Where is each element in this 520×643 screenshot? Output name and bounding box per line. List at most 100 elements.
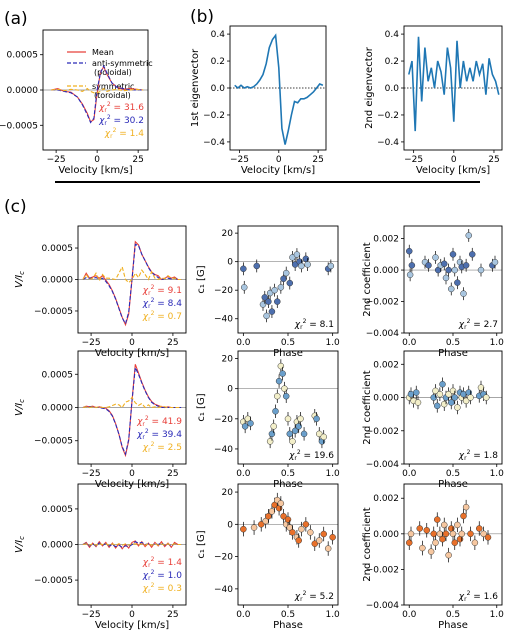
- y-tick-label: −0.0005: [34, 307, 73, 317]
- y-tick-label: 0.000: [373, 394, 399, 404]
- y-tick-label: 0: [227, 385, 233, 395]
- axes-frame: [403, 350, 503, 465]
- data-point: [304, 261, 311, 268]
- x-tick-label: 25: [312, 155, 323, 165]
- chi-label: χr2 = 5.2: [294, 590, 334, 603]
- x-tick-label: 25: [488, 155, 499, 165]
- data-point: [476, 525, 483, 532]
- x-tick-label: −25: [230, 155, 249, 165]
- y-tick-label: −0.002: [366, 565, 399, 575]
- x-tick-label: 0: [129, 610, 135, 620]
- data-point: [291, 427, 299, 435]
- data-point: [263, 312, 270, 320]
- x-axis-label: Velocity [km/s]: [416, 165, 490, 176]
- data-point: [265, 513, 272, 520]
- x-tick-label: 0.5: [446, 469, 460, 479]
- data-point: [465, 232, 472, 239]
- axes-frame: [237, 483, 339, 606]
- y-tick-label: 0.0000: [7, 86, 39, 96]
- data-point: [300, 430, 308, 438]
- y-tick-label: 20: [222, 229, 234, 239]
- data-point: [406, 539, 413, 546]
- data-point: [268, 308, 276, 315]
- data-point: [282, 269, 290, 277]
- y-tick-label: 0.0005: [7, 51, 39, 61]
- eigenvector-line: [408, 36, 500, 132]
- y-axis-label: V/Ic: [14, 536, 26, 553]
- data-point: [458, 530, 465, 538]
- y-axis-label: 2nd coefficient: [362, 507, 373, 581]
- x-tick-label: 1.0: [325, 338, 340, 348]
- data-point: [442, 274, 450, 282]
- chi-label: χr2 = 1.6: [458, 590, 498, 603]
- data-point: [279, 370, 286, 377]
- chi-label: χr2 = 1.8: [458, 449, 498, 462]
- x-axis-label: Phase: [438, 479, 468, 490]
- data-point: [432, 539, 439, 546]
- data-point: [432, 254, 439, 261]
- data-point: [432, 387, 439, 395]
- data-point: [274, 392, 281, 400]
- data-point: [434, 516, 441, 523]
- data-point: [441, 521, 448, 529]
- y-tick-label: 20: [222, 488, 234, 498]
- x-tick-label: 0.5: [281, 469, 295, 479]
- data-point: [297, 415, 304, 423]
- x-tick-label: 1.0: [490, 610, 505, 620]
- x-tick-label: 25: [167, 338, 178, 348]
- data-point: [275, 377, 283, 385]
- chart-c2-c1: 0.0 0.5 1.0 −40 −20 0 20 Phase c₁ [G] χr2 = 19.6: [196, 350, 340, 490]
- y-tick-label: 0.002: [373, 360, 399, 370]
- y-tick-label: −0.4: [377, 138, 399, 148]
- x-tick-label: 0.5: [281, 610, 295, 620]
- data-point: [491, 258, 499, 266]
- y-axis-label: c₁ [G]: [196, 530, 207, 558]
- data-point: [448, 285, 455, 293]
- y-tick-label: 0.0005: [42, 370, 74, 380]
- data-point: [416, 525, 423, 532]
- y-tick-label: −0.004: [366, 601, 400, 611]
- x-axis-label: Phase: [273, 348, 303, 359]
- data-point: [320, 433, 327, 441]
- x-tick-label: 0.5: [446, 610, 460, 620]
- data-point: [408, 262, 416, 269]
- series-line-sym: [82, 396, 182, 409]
- data-point: [241, 423, 249, 430]
- x-tick-label: −25: [82, 338, 101, 348]
- data-point: [445, 390, 452, 398]
- y-axis-label: 2nd coefficient: [362, 242, 373, 316]
- chart-c3-c2: 0.0 0.5 1.0 −0.004 −0.002 0.000 0.002 Phase 2nd …: [362, 483, 505, 631]
- data-point: [265, 298, 272, 305]
- eigenvector-line: [234, 33, 324, 145]
- y-axis-label: 1st eigenvector: [190, 48, 201, 127]
- chi-label: χr2 = 9.1: [142, 284, 182, 297]
- data-point: [253, 262, 260, 270]
- data-point: [436, 530, 444, 538]
- data-point: [462, 262, 470, 269]
- y-tick-label: −20: [214, 286, 233, 296]
- x-tick-label: −25: [404, 155, 423, 165]
- data-point: [462, 503, 470, 511]
- x-axis-label: Velocity [km/s]: [95, 348, 169, 359]
- data-point: [286, 430, 294, 438]
- series-line-mean: [82, 540, 182, 550]
- data-point: [327, 262, 335, 270]
- data-point: [271, 286, 278, 294]
- y-tick-label: −0.002: [366, 298, 399, 308]
- data-point: [240, 525, 247, 533]
- data-point: [286, 279, 294, 287]
- data-point: [289, 438, 296, 445]
- data-point: [324, 545, 332, 552]
- chart-a: −25 0 25 −0.0005 0.0000 0.0005 Velocity [km/s]…: [0, 29, 149, 176]
- data-point: [311, 540, 319, 547]
- chart-c1-c1: 0.0 0.5 1.0 −40 −20 0 20 Phase c₁ [G] χr2 = 8.1: [196, 225, 340, 359]
- chart-c3-profile: −25 0 25 −0.0005 0.0000 0.0005 Velocity [km/s]…: [14, 483, 187, 631]
- axes-frame: [237, 225, 339, 334]
- data-point: [270, 423, 277, 430]
- data-point: [477, 266, 485, 274]
- y-tick-label: 0.4: [385, 30, 400, 40]
- legend-antisym-sub: (poloidal): [94, 68, 132, 77]
- y-tick-label: −0.0005: [34, 576, 73, 586]
- panel-label-a: (a): [4, 9, 28, 29]
- data-point: [293, 251, 301, 258]
